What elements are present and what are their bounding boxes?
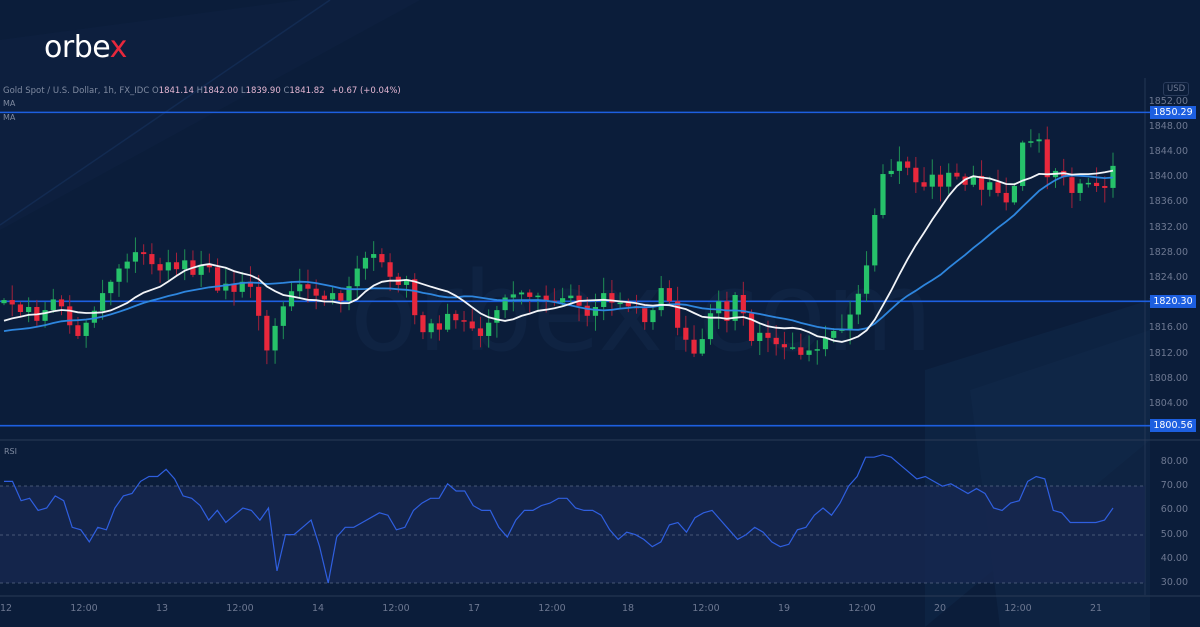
price-tick: 1832.00: [1148, 221, 1188, 233]
price-tick: 1824.00: [1148, 272, 1188, 283]
time-tick: 19: [777, 603, 791, 614]
horizontal-levels: [0, 111, 1150, 427]
price-tick: 1804.00: [1148, 398, 1188, 409]
time-tick: 12:00: [226, 603, 254, 614]
candlesticks: [1, 126, 1116, 365]
open-value: 1841.14: [158, 86, 194, 96]
time-tick: 12: [0, 603, 13, 614]
price-tick: 1828.00: [1148, 246, 1188, 258]
price-tick: 1816.00: [1148, 322, 1188, 334]
price-level-tag: 1850.29: [1150, 105, 1196, 119]
rsi-tick: 30.00: [1160, 577, 1188, 588]
change-value: +0.67 (+0.04%): [331, 86, 401, 96]
time-tick: 12:00: [692, 603, 720, 614]
price-level-tag: 1820.30: [1150, 294, 1196, 308]
price-tick: 1812.00: [1148, 347, 1188, 359]
orbex-logo: orbex: [44, 30, 127, 65]
rsi-line: [4, 454, 1114, 584]
price-tick: 1840.00: [1148, 171, 1188, 183]
price-level-tag: 1800.56: [1150, 419, 1196, 433]
time-tick: 18: [621, 603, 635, 614]
rsi-tick: 40.00: [1160, 552, 1188, 564]
close-value: 1841.82: [289, 86, 325, 96]
time-tick: 12:00: [1004, 603, 1032, 614]
time-tick: 12:00: [70, 603, 98, 614]
symbol-name: Gold Spot / U.S. Dollar, 1h, FX_IDC: [3, 86, 150, 96]
ma-fast-line: [3, 169, 1114, 343]
price-tick: 1852.00: [1148, 95, 1188, 107]
time-tick: 21: [1089, 603, 1103, 614]
time-tick: 12:00: [382, 603, 410, 614]
time-tick: 14: [311, 603, 325, 614]
price-tick: 1836.00: [1148, 196, 1188, 208]
time-tick: 12:00: [538, 603, 566, 614]
rsi-tick: 80.00: [1160, 456, 1188, 467]
rsi-tick: 60.00: [1160, 504, 1188, 516]
rsi-tick: 50.00: [1160, 528, 1188, 540]
symbol-legend: Gold Spot / U.S. Dollar, 1h, FX_IDC O184…: [3, 86, 401, 96]
price-tick: 1808.00: [1148, 372, 1188, 384]
ma-slow-line: [3, 174, 1114, 332]
time-tick: 12:00: [848, 603, 876, 614]
time-tick: 17: [467, 603, 481, 614]
price-tick: 1848.00: [1148, 120, 1188, 132]
time-tick: 20: [933, 603, 947, 614]
currency-badge[interactable]: USD: [1163, 82, 1190, 96]
price-tick: 1844.00: [1148, 146, 1188, 157]
ma-indicator-label-2[interactable]: MA: [3, 113, 16, 122]
rsi-indicator-label[interactable]: RSI: [4, 447, 17, 456]
high-value: 1842.00: [202, 86, 239, 96]
ma-indicator-label-1[interactable]: MA: [3, 99, 16, 108]
low-value: 1839.90: [245, 86, 281, 96]
rsi-tick: 70.00: [1160, 480, 1188, 492]
time-tick: 13: [155, 603, 169, 614]
